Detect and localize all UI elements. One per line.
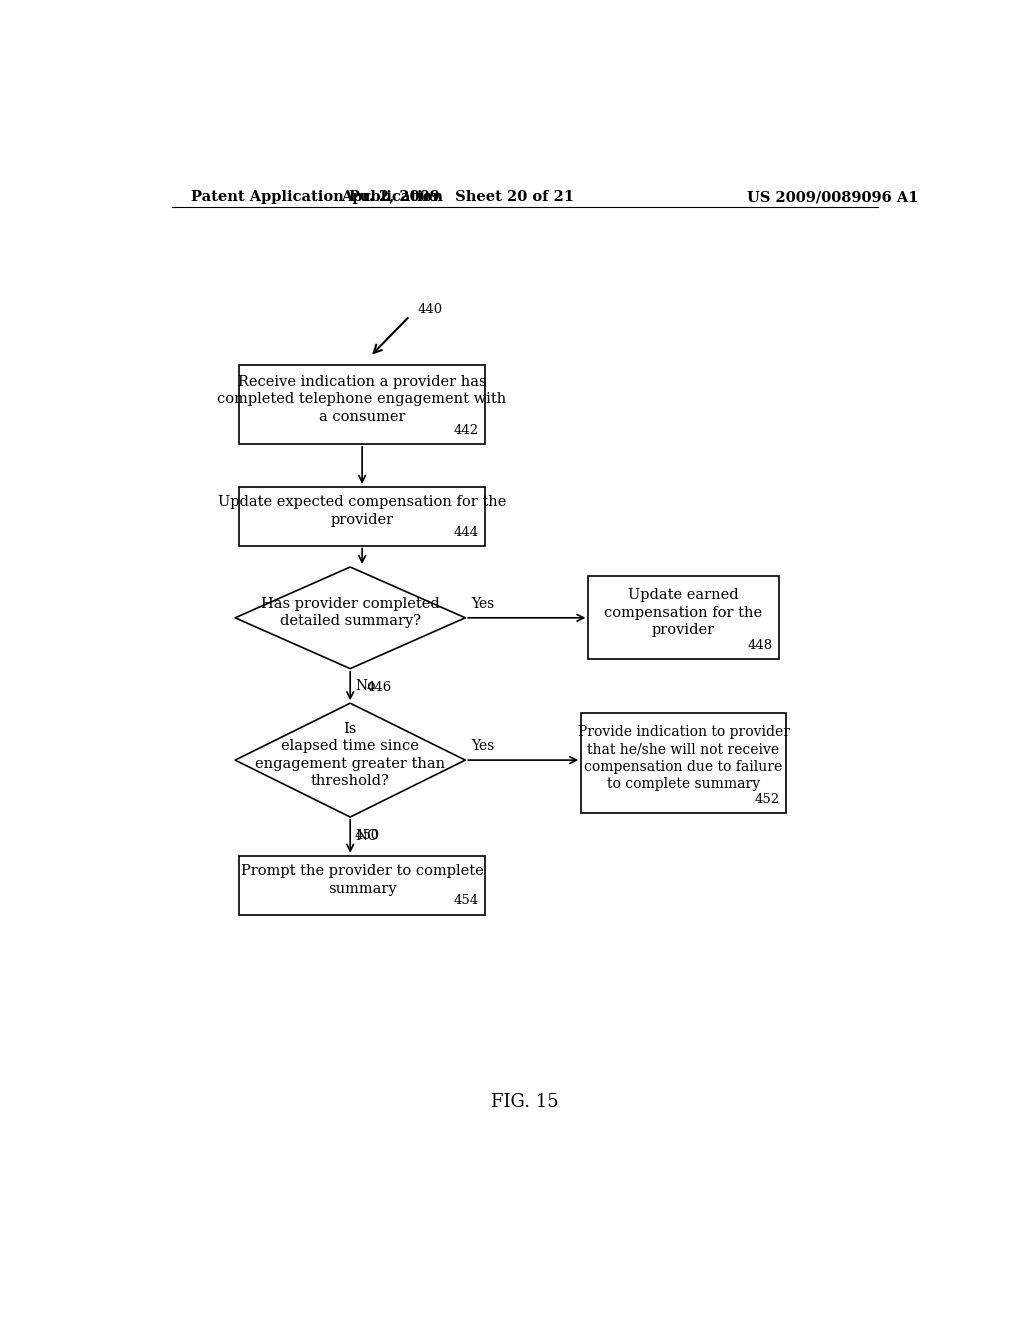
Text: 440: 440 xyxy=(418,304,442,317)
Text: 442: 442 xyxy=(454,424,479,437)
Text: FIG. 15: FIG. 15 xyxy=(490,1093,559,1110)
Text: Apr. 2, 2009   Sheet 20 of 21: Apr. 2, 2009 Sheet 20 of 21 xyxy=(341,190,573,205)
Text: Yes: Yes xyxy=(471,597,495,611)
Bar xyxy=(239,364,485,444)
Text: 448: 448 xyxy=(748,639,772,652)
Bar xyxy=(582,713,785,813)
Text: 452: 452 xyxy=(755,793,779,805)
Text: Update expected compensation for the
provider: Update expected compensation for the pro… xyxy=(218,495,506,527)
Bar xyxy=(588,576,778,660)
Bar xyxy=(239,487,485,545)
Text: US 2009/0089096 A1: US 2009/0089096 A1 xyxy=(748,190,919,205)
Text: Has provider completed
detailed summary?: Has provider completed detailed summary? xyxy=(261,597,439,628)
Text: NO: NO xyxy=(355,829,379,843)
Text: Patent Application Publication: Patent Application Publication xyxy=(191,190,443,205)
Text: 446: 446 xyxy=(367,681,391,694)
Text: Update earned
compensation for the
provider: Update earned compensation for the provi… xyxy=(604,589,763,638)
Text: Receive indication a provider has
completed telephone engagement with
a consumer: Receive indication a provider has comple… xyxy=(217,375,507,424)
Bar xyxy=(239,855,485,915)
Text: 450: 450 xyxy=(354,829,379,842)
Text: Is
elapsed time since
engagement greater than
threshold?: Is elapsed time since engagement greater… xyxy=(255,722,445,788)
Text: 444: 444 xyxy=(454,525,479,539)
Text: Yes: Yes xyxy=(471,739,495,752)
Text: Prompt the provider to complete
summary: Prompt the provider to complete summary xyxy=(241,865,483,896)
Text: 454: 454 xyxy=(454,895,479,907)
Text: Provide indication to provider
that he/she will not receive
compensation due to : Provide indication to provider that he/s… xyxy=(578,725,790,791)
Text: No: No xyxy=(355,678,376,693)
